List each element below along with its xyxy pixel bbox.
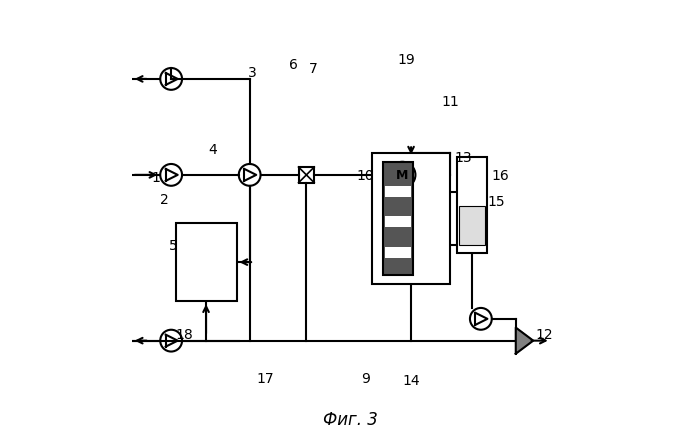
Text: 19: 19 — [398, 53, 416, 67]
Bar — [385, 217, 411, 228]
Bar — [383, 162, 413, 276]
Text: 10: 10 — [356, 169, 374, 183]
Polygon shape — [516, 328, 533, 354]
Bar — [457, 158, 487, 254]
Bar — [385, 186, 411, 197]
Bar — [459, 207, 485, 245]
Text: 17: 17 — [256, 371, 274, 385]
Text: Фиг. 3: Фиг. 3 — [323, 410, 377, 428]
Text: 12: 12 — [536, 327, 553, 341]
Bar — [176, 223, 237, 302]
Text: 14: 14 — [402, 373, 420, 387]
Text: 4: 4 — [208, 142, 217, 156]
Text: 3: 3 — [248, 66, 256, 80]
Text: 6: 6 — [289, 57, 298, 71]
Text: 16: 16 — [491, 169, 510, 183]
Text: 7: 7 — [309, 62, 317, 76]
Text: 18: 18 — [176, 327, 193, 341]
Text: 5: 5 — [169, 238, 178, 252]
Text: 9: 9 — [360, 371, 370, 385]
Bar — [385, 247, 411, 258]
Bar — [298, 168, 314, 184]
Text: 2: 2 — [160, 192, 169, 206]
Text: 15: 15 — [487, 194, 505, 208]
Text: M: M — [396, 169, 409, 182]
Text: 11: 11 — [442, 95, 459, 109]
Bar — [372, 154, 450, 284]
Text: 13: 13 — [454, 151, 472, 165]
Text: 1: 1 — [151, 171, 160, 185]
